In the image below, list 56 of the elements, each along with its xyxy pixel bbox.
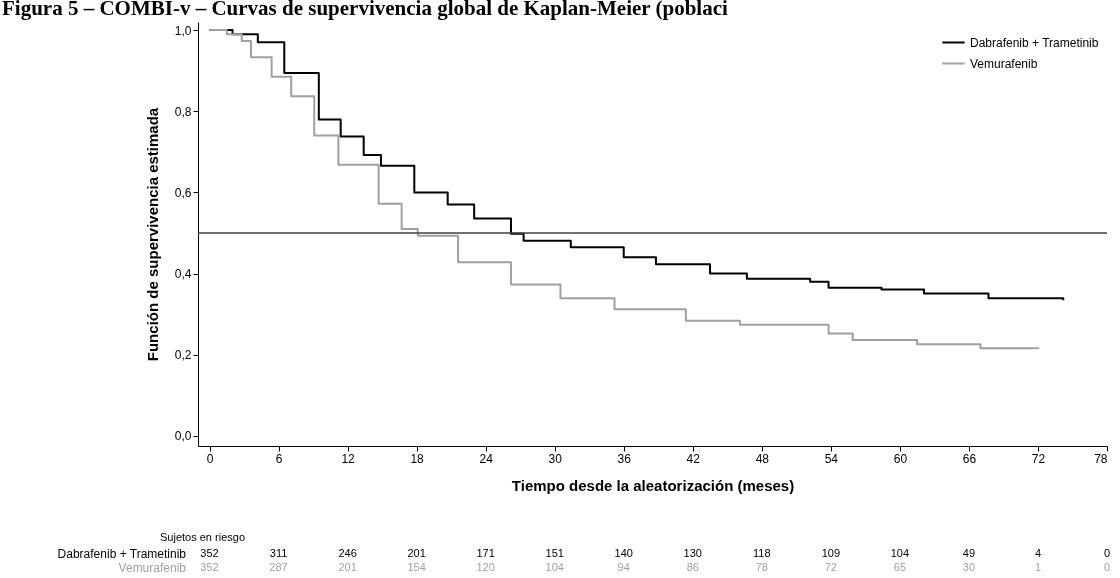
text: 78 (755, 561, 768, 573)
x-tick-label: 78 (1094, 451, 1108, 466)
text: 0 (1103, 561, 1111, 573)
text: 154 (407, 561, 426, 573)
text: 118 (753, 547, 771, 559)
text: 352 (200, 561, 219, 573)
chart-title: Figura 5 – COMBI-v – Curvas de supervivencia global de Kaplan-Meier (poblaci (2, 0, 729, 20)
text: 140 (614, 547, 633, 559)
text: Dabrafenib + Trametinib (57, 547, 187, 561)
x-axis-title: Tiempo desde la aleatorización (meses) (511, 476, 795, 494)
x-tick-label: 72 (1031, 451, 1046, 466)
x-tick-label: 66 (962, 451, 977, 466)
text: 120 (476, 561, 495, 573)
y-tick-label: 0,0 (174, 429, 192, 444)
x-tick-label: 12 (341, 451, 356, 466)
text: 352 (200, 547, 219, 559)
text: 86 (686, 561, 699, 573)
x-tick-label: 0 (206, 451, 214, 466)
text: Vemurafenib (118, 561, 187, 575)
text: 109 (821, 547, 841, 559)
text: 0 (1103, 547, 1111, 559)
text: 104 (890, 547, 910, 559)
text: 311 (269, 547, 288, 559)
x-tick-label: 42 (686, 451, 701, 466)
y-axis-title: Función de supervivencia estimada (143, 107, 161, 362)
text: 4 (1034, 547, 1042, 559)
text: 65 (893, 561, 907, 573)
x-tick-label: 48 (755, 451, 770, 466)
text: 171 (476, 547, 495, 559)
text: 94 (617, 561, 630, 573)
x-tick-label: 54 (824, 451, 839, 466)
y-tick-label: 1,0 (174, 23, 192, 38)
y-tick-label: 0,2 (174, 348, 192, 363)
text: 151 (545, 547, 564, 559)
text: Sujetos en riesgo (160, 531, 245, 543)
text: 49 (962, 547, 976, 559)
x-tick-label: 36 (617, 451, 632, 466)
text: 1 (1034, 561, 1042, 573)
text: 104 (545, 561, 564, 573)
text: 201 (338, 561, 357, 573)
x-tick-label: 60 (893, 451, 908, 466)
y-tick-label: 0,8 (174, 104, 192, 119)
text: 287 (269, 561, 288, 573)
y-tick-label: 0,6 (174, 185, 192, 200)
x-tick-label: 24 (479, 451, 494, 466)
text: 72 (824, 561, 837, 573)
legend-label: Dabrafenib + Trametinib (970, 35, 1099, 50)
text: 246 (338, 547, 357, 559)
x-tick-label: 6 (275, 451, 283, 466)
x-tick-label: 30 (548, 451, 563, 466)
text: 30 (962, 561, 976, 573)
text: 130 (683, 547, 702, 559)
legend-label: Vemurafenib (970, 56, 1038, 71)
y-tick-label: 0,4 (174, 267, 192, 282)
text: 201 (407, 547, 426, 559)
x-tick-label: 18 (410, 451, 425, 466)
